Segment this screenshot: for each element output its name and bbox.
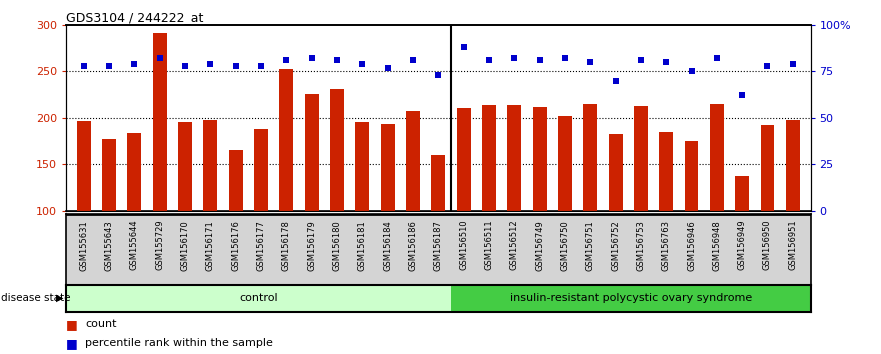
Text: ▶: ▶ <box>56 293 63 303</box>
Point <box>735 93 749 98</box>
Point <box>760 63 774 69</box>
Bar <box>451 285 811 312</box>
Text: GSM155631: GSM155631 <box>79 220 88 270</box>
Point <box>482 57 496 63</box>
Text: GSM156179: GSM156179 <box>307 220 316 270</box>
Text: GSM156948: GSM156948 <box>713 220 722 270</box>
Point <box>204 61 218 67</box>
Bar <box>204 120 218 211</box>
Text: GSM156178: GSM156178 <box>282 220 291 271</box>
Bar <box>178 122 192 211</box>
Bar <box>66 285 451 312</box>
Text: GSM156512: GSM156512 <box>510 220 519 270</box>
Point <box>102 63 116 69</box>
Point <box>532 57 546 63</box>
Text: GSM155643: GSM155643 <box>105 220 114 270</box>
Text: GSM156171: GSM156171 <box>206 220 215 270</box>
Bar <box>432 155 445 211</box>
Point <box>507 56 522 61</box>
Bar <box>229 150 242 211</box>
Text: GSM156951: GSM156951 <box>788 220 797 270</box>
Point <box>152 56 167 61</box>
Point <box>381 65 395 70</box>
Bar <box>456 108 470 211</box>
Text: percentile rank within the sample: percentile rank within the sample <box>85 338 273 348</box>
Point <box>406 57 420 63</box>
Bar <box>279 69 293 211</box>
Text: GSM156176: GSM156176 <box>231 220 241 271</box>
Bar <box>254 129 268 211</box>
Text: GSM156170: GSM156170 <box>181 220 189 270</box>
Bar <box>102 139 116 211</box>
Text: count: count <box>85 319 117 329</box>
Bar <box>152 33 167 211</box>
Point <box>609 78 623 84</box>
Text: GSM156752: GSM156752 <box>611 220 620 270</box>
Text: GSM156753: GSM156753 <box>636 220 646 271</box>
Point <box>659 59 673 65</box>
Bar <box>533 107 546 211</box>
Text: control: control <box>240 293 278 303</box>
Bar <box>634 105 648 211</box>
Text: GDS3104 / 244222_at: GDS3104 / 244222_at <box>66 11 204 24</box>
Text: GSM155644: GSM155644 <box>130 220 139 270</box>
Bar <box>659 132 673 211</box>
Point <box>786 61 800 67</box>
Point <box>355 61 369 67</box>
Point <box>685 68 699 74</box>
Point <box>128 61 142 67</box>
Point <box>254 63 268 69</box>
Text: insulin-resistant polycystic ovary syndrome: insulin-resistant polycystic ovary syndr… <box>510 293 752 303</box>
Text: disease state: disease state <box>1 293 70 303</box>
Bar <box>355 122 369 211</box>
Bar <box>609 133 623 211</box>
Text: GSM156749: GSM156749 <box>535 220 544 270</box>
Point <box>558 56 572 61</box>
Point <box>279 57 293 63</box>
Bar <box>786 120 800 211</box>
Text: GSM156180: GSM156180 <box>332 220 342 270</box>
Bar <box>710 104 724 211</box>
Bar <box>507 105 522 211</box>
Text: GSM156511: GSM156511 <box>485 220 493 270</box>
Text: GSM156177: GSM156177 <box>256 220 265 271</box>
Text: GSM156751: GSM156751 <box>586 220 595 270</box>
Text: GSM156950: GSM156950 <box>763 220 772 270</box>
Bar <box>305 93 319 211</box>
Bar <box>482 105 496 211</box>
Point <box>178 63 192 69</box>
Text: ■: ■ <box>66 337 78 350</box>
Point <box>229 63 243 69</box>
Bar <box>128 133 142 211</box>
Text: GSM156946: GSM156946 <box>687 220 696 270</box>
Bar <box>583 104 597 211</box>
Bar <box>760 125 774 211</box>
Text: GSM155729: GSM155729 <box>155 220 164 270</box>
Bar <box>685 141 699 211</box>
Text: ■: ■ <box>66 318 78 331</box>
Point <box>456 44 470 50</box>
Text: GSM156750: GSM156750 <box>560 220 569 270</box>
Text: GSM156186: GSM156186 <box>409 220 418 271</box>
Bar <box>735 176 749 211</box>
Text: GSM156763: GSM156763 <box>662 220 670 271</box>
Text: GSM156510: GSM156510 <box>459 220 468 270</box>
Text: GSM156181: GSM156181 <box>358 220 366 270</box>
Point <box>710 56 724 61</box>
Point <box>633 57 648 63</box>
Point <box>431 72 445 78</box>
Bar <box>77 121 91 211</box>
Point <box>330 57 344 63</box>
Point <box>305 56 319 61</box>
Text: GSM156187: GSM156187 <box>433 220 443 271</box>
Text: GSM156184: GSM156184 <box>383 220 392 270</box>
Bar <box>406 111 420 211</box>
Bar <box>330 89 344 211</box>
Point <box>583 59 597 65</box>
Text: GSM156949: GSM156949 <box>737 220 747 270</box>
Point <box>77 63 91 69</box>
Bar <box>558 116 572 211</box>
Bar <box>381 124 395 211</box>
